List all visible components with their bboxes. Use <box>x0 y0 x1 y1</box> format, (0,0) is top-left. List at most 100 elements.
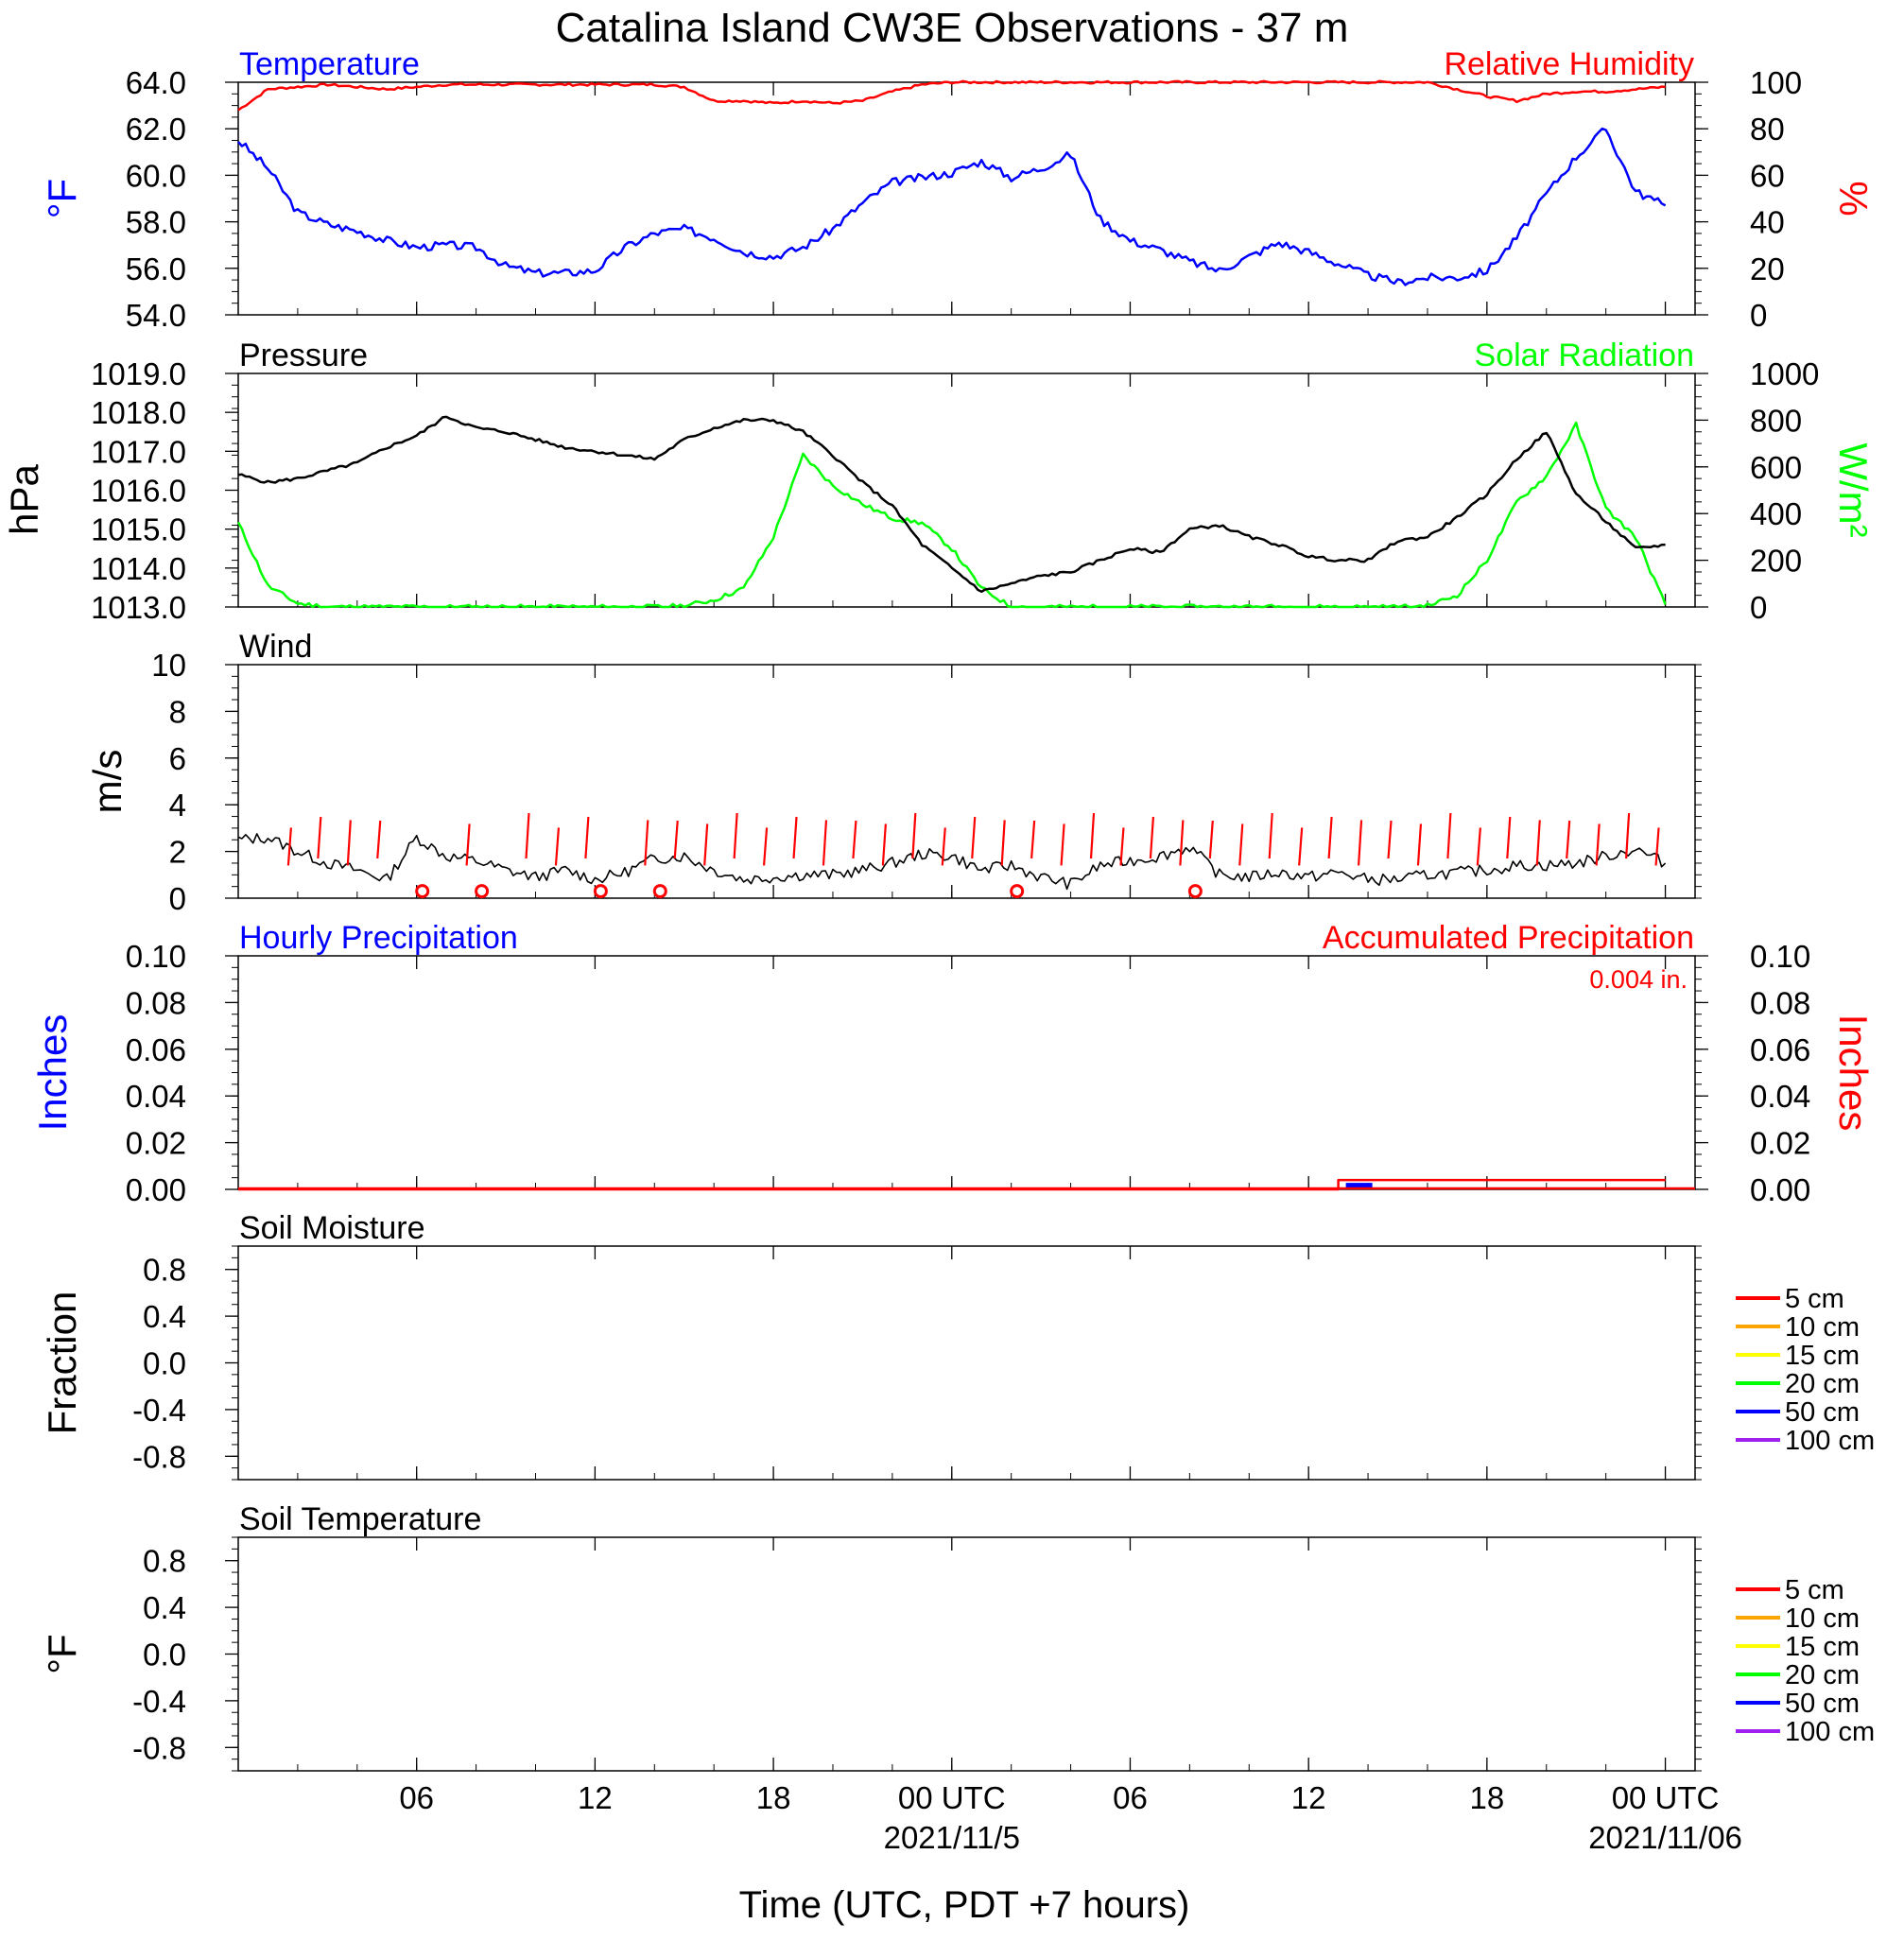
solar-axis-tick-label: 1000 <box>1750 356 1819 391</box>
panel-right-title: Solar Radiation <box>1475 338 1694 373</box>
wind-axis-tick-label: 8 <box>169 694 186 729</box>
soil-axis-tick-label: 0.0 <box>143 1638 186 1672</box>
panel-6: Soil Temperature-0.8-0.40.00.40.8°F5 cm1… <box>40 1501 1875 1772</box>
rh-axis-tick-label: 20 <box>1750 251 1785 286</box>
pressure-axis-tick-label: 1016.0 <box>91 474 186 509</box>
legend-label: 100 cm <box>1785 1426 1875 1456</box>
temp-axis-tick-label: 54.0 <box>126 298 186 333</box>
wind-barb <box>733 812 738 859</box>
accum-axis-tick-label: 0.00 <box>1750 1172 1810 1207</box>
legend-label: 50 cm <box>1785 1689 1860 1719</box>
wind-barb <box>1060 823 1065 866</box>
wind-axis-tick-label: 4 <box>169 788 186 823</box>
soil-axis-tick-label: -0.4 <box>132 1684 186 1719</box>
wind-barb <box>1000 820 1006 866</box>
calm-wind-marker <box>1010 884 1025 899</box>
legend-label: 15 cm <box>1785 1632 1860 1662</box>
wind-axis-tick-label: 2 <box>169 835 186 870</box>
series-pressure-line <box>237 415 1666 594</box>
wind-barb <box>673 820 679 859</box>
wind-axis-tick-label: 6 <box>169 741 186 776</box>
calm-wind-marker <box>652 884 667 899</box>
y-label-left: hPa <box>2 463 46 534</box>
temp-axis-tick-label: 58.0 <box>126 205 186 240</box>
panel-right-title: Accumulated Precipitation <box>1323 920 1694 956</box>
wind-barb <box>792 816 798 859</box>
y-label-left: °F <box>40 1634 84 1673</box>
chart-title: Catalina Island CW3E Observations - 37 m <box>556 5 1349 51</box>
wind-barb <box>852 820 857 859</box>
temp-axis-tick-label: 60.0 <box>126 158 186 193</box>
legend-label: 5 cm <box>1785 1575 1844 1605</box>
x-tick-label: 12 <box>578 1780 613 1815</box>
series-rh-line <box>237 79 1666 112</box>
wind-barb <box>584 816 590 859</box>
x-axis: 06 12 18 00 UTC 2021/11/5 06 12 18 00 UTC 2021/11… <box>399 1780 1742 1855</box>
rh-axis-tick-label: 40 <box>1750 205 1785 240</box>
wind-barb <box>703 823 709 866</box>
x-tick-label: 12 <box>1291 1780 1326 1815</box>
series-wind-line <box>237 833 1667 891</box>
panels: Temperature Relative Humidity 54.0 56.0 58.0… <box>2 46 1876 1772</box>
accum-axis-tick-label: 0.08 <box>1750 985 1810 1020</box>
pressure-axis-tick-label: 1019.0 <box>91 356 186 391</box>
x-tick-label: 06 <box>399 1780 434 1815</box>
pressure-axis-tick-label: 1013.0 <box>91 590 186 625</box>
x-date-label: 2021/11/06 <box>1588 1820 1742 1855</box>
panel-right-title: Relative Humidity <box>1444 46 1694 82</box>
accum-axis-tick-label: 0.10 <box>1750 939 1810 974</box>
legend-label: 15 cm <box>1785 1341 1860 1371</box>
wind-barb <box>971 816 977 859</box>
legend-label: 10 cm <box>1785 1603 1860 1634</box>
soil-axis-tick-label: 0.0 <box>143 1346 186 1381</box>
legend-label: 20 cm <box>1785 1660 1860 1690</box>
panel-left-title: Temperature <box>239 46 420 82</box>
pressure-axis-tick-label: 1017.0 <box>91 434 186 469</box>
wind-barb <box>762 827 769 866</box>
plot-frame <box>237 1536 1696 1772</box>
y-label-left: Fraction <box>40 1291 84 1435</box>
rh-axis-tick-label: 0 <box>1750 298 1767 333</box>
wind-barb <box>286 827 292 866</box>
wind-barb <box>1387 820 1393 859</box>
accum-axis-tick-label: 0.06 <box>1750 1032 1810 1067</box>
panel-4: Hourly Precipitation Accumulated Precipit… <box>30 920 1876 1207</box>
solar-axis-tick-label: 800 <box>1750 403 1802 438</box>
panel-left-title: Pressure <box>239 338 368 373</box>
accumulated-total-label: 0.004 in. <box>1589 965 1688 994</box>
wind-barb <box>941 827 946 866</box>
rh-axis-tick-label: 100 <box>1750 65 1802 100</box>
plot-frame <box>237 1245 1696 1481</box>
plot-frame <box>237 955 1696 1190</box>
wind-barb <box>1298 827 1304 866</box>
calm-wind-marker <box>475 884 490 899</box>
wind-barb <box>1566 820 1571 859</box>
accum-axis-tick-label: 0.02 <box>1750 1126 1810 1161</box>
legend-label: 20 cm <box>1785 1369 1860 1399</box>
soil-axis-tick-label: 0.8 <box>143 1544 186 1579</box>
y-label-right: % <box>1831 181 1876 216</box>
wind-barb <box>376 820 382 859</box>
soil-axis-tick-label: -0.4 <box>132 1393 186 1428</box>
wind-barb <box>1625 812 1631 859</box>
wind-barb <box>644 820 649 866</box>
rh-axis-tick-label: 60 <box>1750 158 1785 193</box>
soil-axis-tick-label: 0.4 <box>143 1590 186 1625</box>
panel-left-title: Hourly Precipitation <box>239 920 518 956</box>
y-label-right: W/m² <box>1831 442 1876 537</box>
wind-barb <box>346 820 352 866</box>
y-label-left: Inches <box>30 1014 75 1132</box>
solar-axis-tick-label: 0 <box>1750 590 1767 625</box>
wind-barb <box>1416 823 1423 866</box>
wind-barb <box>317 816 322 859</box>
soil-axis-tick-label: -0.8 <box>132 1439 186 1474</box>
precip-axis-tick-label: 0.08 <box>126 985 186 1020</box>
series-solar-line <box>236 421 1667 609</box>
solar-axis-tick-label: 200 <box>1750 544 1802 579</box>
x-tick-label: 00 UTC <box>898 1780 1006 1815</box>
wind-barb <box>1179 820 1185 866</box>
panel-3: Wind 0 2 4 6 8 10 m/s <box>85 629 1702 916</box>
legend-label: 50 cm <box>1785 1397 1860 1428</box>
calm-wind-marker <box>415 884 430 899</box>
